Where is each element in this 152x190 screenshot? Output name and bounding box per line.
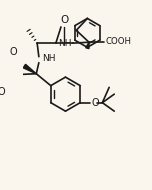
- Text: NH: NH: [59, 39, 72, 48]
- Text: O: O: [10, 47, 17, 57]
- Text: O: O: [0, 87, 5, 97]
- Text: COOH: COOH: [105, 37, 131, 46]
- Text: O: O: [60, 15, 69, 25]
- Text: NH: NH: [42, 54, 56, 63]
- Polygon shape: [86, 42, 89, 49]
- Text: O: O: [91, 98, 99, 108]
- Polygon shape: [23, 64, 36, 74]
